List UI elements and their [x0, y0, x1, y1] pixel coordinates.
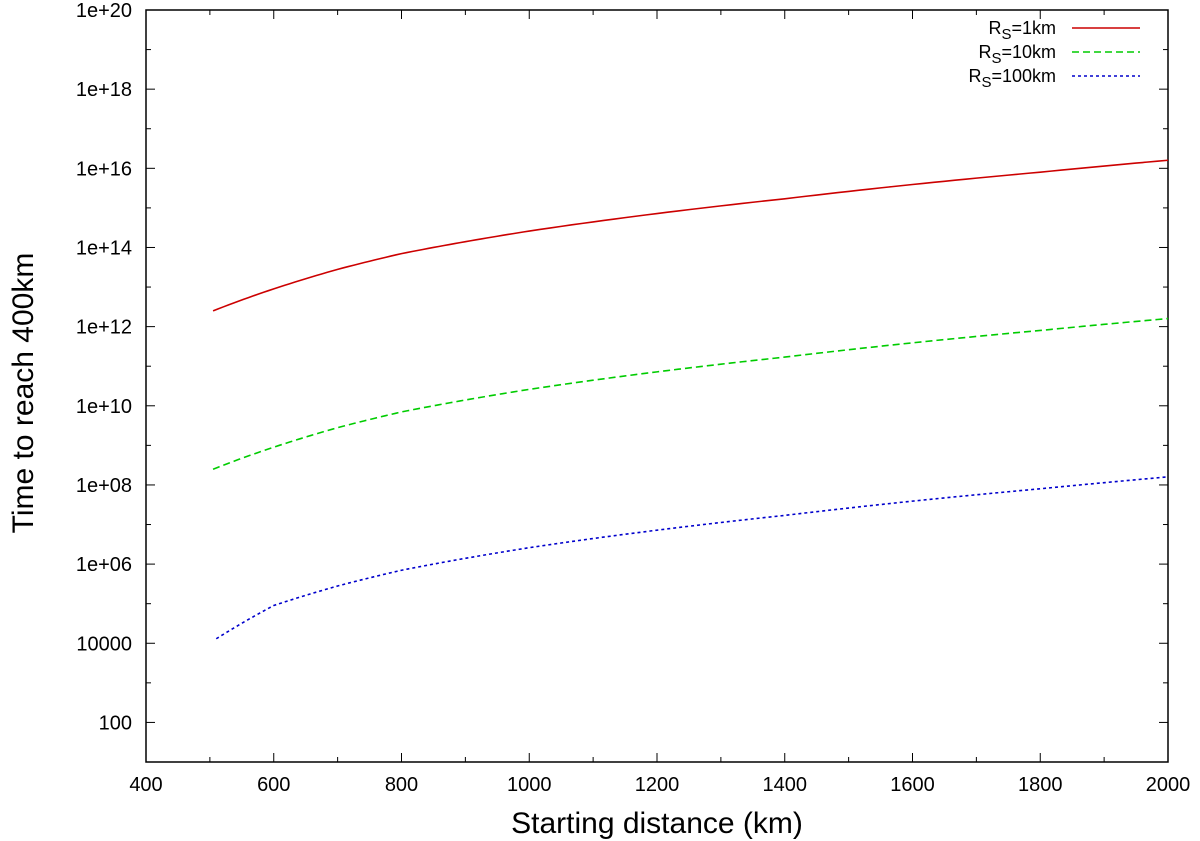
y-tick-label: 1e+14 — [76, 237, 132, 259]
y-tick-label: 1e+20 — [76, 0, 132, 22]
y-axis: 100 10000 1e+06 1e+08 1e+10 1e+12 1e+14 1e+16 1e… — [76, 0, 1168, 763]
x-axis: 400 600 800 1000 1200 1400 1600 1800 2000 — [129, 10, 1190, 796]
x-tick-label: 1000 — [507, 774, 552, 796]
y-tick-label: 1e+12 — [76, 317, 132, 339]
plot-border — [145, 9, 1169, 763]
y-tick-label: 1e+18 — [76, 79, 132, 101]
y-tick-label: 10000 — [76, 633, 132, 655]
legend-label: RS=100km — [968, 66, 1056, 91]
x-tick-label: 1200 — [635, 774, 680, 796]
y-tick-label: 1e+06 — [76, 554, 132, 576]
y-axis-title: Time to reach 400km — [7, 253, 40, 534]
x-axis-title: Starting distance (km) — [511, 807, 803, 840]
y-tick-label: 1e+10 — [76, 396, 132, 418]
y-tick-label: 100 — [99, 712, 132, 734]
series-line — [215, 476, 1169, 640]
legend-label: RS=10km — [978, 42, 1056, 67]
y-tick-label: 1e+08 — [76, 475, 132, 497]
x-tick-label: 800 — [385, 774, 418, 796]
x-tick-label: 400 — [129, 774, 162, 796]
series-line — [212, 159, 1169, 312]
x-tick-label: 1400 — [763, 774, 808, 796]
legend-label: RS=1km — [988, 18, 1056, 43]
y-tick-label: 1e+16 — [76, 158, 132, 180]
x-tick-label: 1600 — [890, 774, 935, 796]
x-tick-label: 1800 — [1018, 774, 1063, 796]
series-line — [212, 317, 1169, 470]
x-tick-label: 600 — [257, 774, 290, 796]
plot-frame — [145, 9, 1169, 763]
series-lines — [212, 159, 1169, 640]
x-tick-label: 2000 — [1146, 774, 1191, 796]
